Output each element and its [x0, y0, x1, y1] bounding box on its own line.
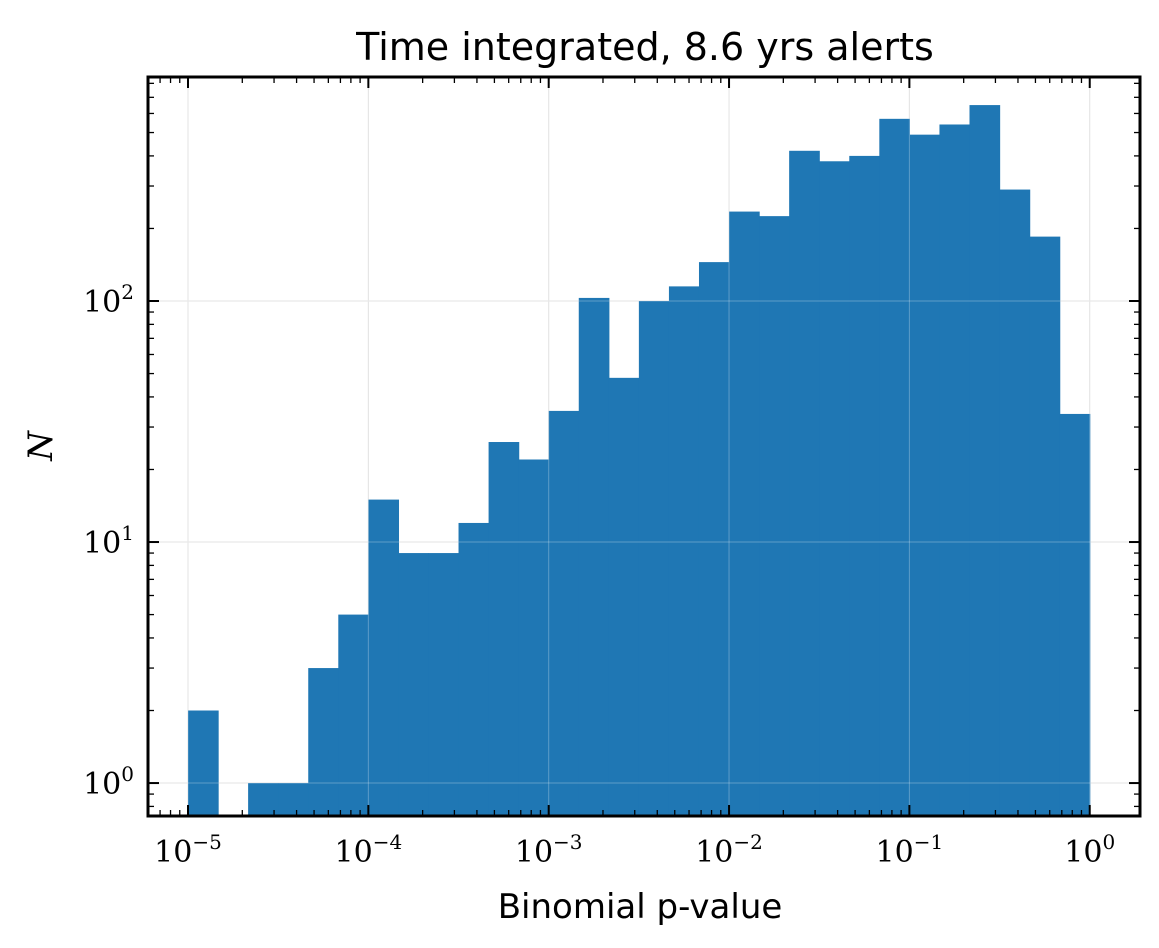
histogram-bar — [759, 216, 790, 816]
histogram-bar — [698, 262, 730, 816]
histogram-bar — [789, 150, 820, 817]
histogram-bar — [368, 499, 400, 816]
plot-frame — [146, 75, 1142, 818]
x-tick-label: 10−1 — [876, 830, 944, 870]
y-tick-label: 102 — [83, 280, 134, 320]
x-tick-label: 10−4 — [335, 830, 403, 870]
x-tick-labels: 10−5 10−4 10−3 10−2 10−1 100 — [154, 830, 1115, 870]
histogram-bar — [939, 124, 971, 817]
histogram-bar — [548, 410, 580, 816]
histogram-bar — [458, 522, 490, 816]
x-tick-label: 10−2 — [695, 830, 763, 870]
histogram-bar — [338, 614, 369, 816]
histogram-bar — [668, 286, 700, 817]
histogram-bar — [398, 553, 430, 816]
histogram-bar — [909, 134, 941, 817]
histogram-bar — [188, 710, 219, 816]
histogram-bar — [999, 189, 1031, 816]
histogram-bar — [1059, 413, 1091, 816]
x-tick-label: 10−5 — [154, 830, 222, 870]
histogram-bar — [638, 301, 670, 816]
y-tick-label: 101 — [83, 521, 134, 561]
histogram-bar — [428, 553, 460, 816]
grid-lines-overlay — [148, 77, 1140, 816]
x-tick-label: 100 — [1064, 830, 1115, 870]
histogram-bar — [488, 442, 520, 816]
chart-title: Time integrated, 8.6 yrs alerts — [355, 25, 934, 69]
histogram-bar — [308, 668, 339, 816]
x-axis-label: Binomial p-value — [498, 887, 783, 927]
histogram-bar — [578, 297, 610, 816]
y-tick-label: 100 — [83, 762, 134, 802]
histogram-bar — [608, 377, 640, 816]
histogram-bar — [518, 459, 550, 816]
histogram-bar — [278, 783, 309, 816]
histogram-bar — [1029, 236, 1061, 816]
histogram-bar — [969, 105, 1001, 816]
histogram-bar — [819, 161, 850, 816]
histogram-bar — [849, 155, 880, 816]
y-tick-labels: 100 101 102 — [83, 280, 134, 802]
histogram-bars — [188, 105, 1091, 817]
y-axis-label: N — [21, 430, 61, 462]
x-tick-label: 10−3 — [515, 830, 583, 870]
histogram-bar — [879, 118, 910, 817]
histogram-bar — [729, 211, 760, 816]
